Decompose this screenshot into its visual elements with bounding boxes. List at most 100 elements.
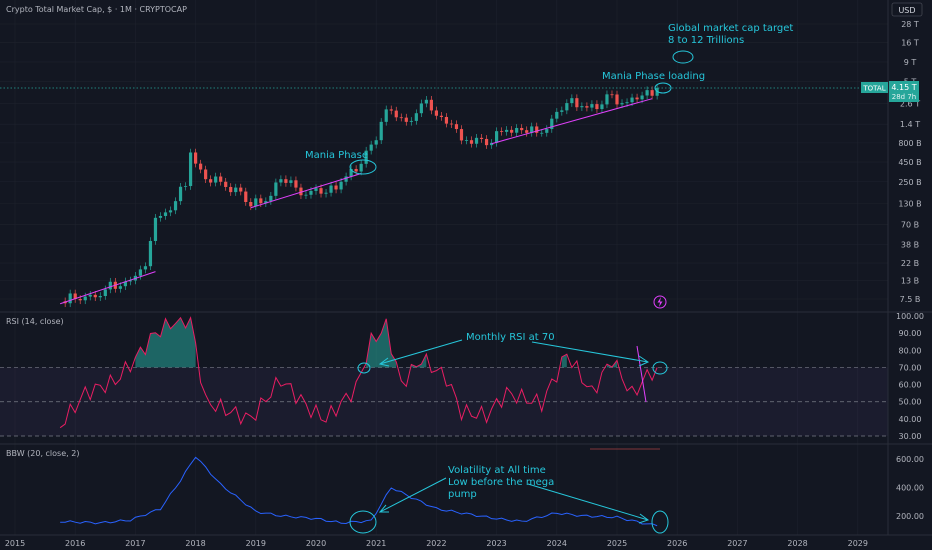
price-tick-label: 1.4 T [900,120,920,129]
candle-body [555,111,559,119]
time-tick-label: 2029 [848,539,868,548]
candle-body [635,97,639,100]
price-tick-label: 130 B [898,200,921,209]
arrow-bbw-left [379,477,447,513]
candle-body [194,152,198,164]
currency-button[interactable]: USD [891,2,923,17]
candle-body [299,187,303,196]
arrowhead-bbw-left [378,504,389,513]
candle-body [615,94,619,105]
candle-body [605,94,609,105]
time-tick-label: 2018 [185,539,205,548]
chart-title: Crypto Total Market Cap, $ · 1M · CRYPTO… [6,5,187,14]
candle-body [424,99,428,104]
candle-body [309,190,313,195]
candle-body [249,202,253,207]
candle-body [359,163,363,172]
candle-body [459,129,464,141]
rsi-pane-title: RSI (14, close) [6,317,64,326]
candle-body [143,266,148,270]
candle-body [595,104,599,110]
annotation-bbw-line3: pump [448,489,477,500]
annotation-circle-loading [654,82,672,94]
lightning-icon[interactable] [653,295,667,309]
candle-body [575,98,579,108]
price-value: 4.15 T [891,83,916,92]
candle-body [224,181,228,187]
rsi-tick-label: 90.00 [899,329,922,338]
rsi-axis[interactable]: 100.00 90.00 80.00 70.00 60.00 50.00 40.00 30.0… [896,312,924,441]
time-tick-label: 2027 [727,539,747,548]
candle-body [645,90,649,96]
candle-body [510,129,514,133]
candle-body [269,195,273,202]
candle-body [550,118,554,130]
candle-body [600,104,604,110]
candle-body [73,293,77,299]
price-tick-label: 2.6 T [900,99,920,108]
candle-body [505,129,509,132]
annotation-circle-bbw-2025 [651,510,669,534]
candle-body [234,187,238,193]
candle-body [289,180,293,183]
candle-body [625,102,629,104]
candle-body [545,129,549,133]
price-tick-label: 450 B [898,158,921,167]
candle-body [525,130,529,133]
candle-body [183,186,188,187]
annotation-circle-rsi-2020 [357,362,371,374]
bbw-tick-label: 400.00 [896,483,924,492]
annotation-circle-bbw-2020 [349,510,377,534]
candle-body [374,140,378,145]
candle-body [429,99,433,111]
bbw-series [60,448,660,527]
rsi-line [59,316,658,429]
currency-label: USD [898,6,915,15]
candle-body [469,140,474,144]
price-tick-label: 28 T [901,20,919,29]
rsi-overbought-fill [366,318,397,368]
candle-body [610,94,614,96]
trend-line [59,271,156,305]
time-axis[interactable]: 2015 2016 2017 2018 2019 2020 2021 2022 2023 2024… [5,539,868,548]
candle-body [168,210,173,213]
candle-body [188,152,193,187]
candle-series [63,84,659,308]
rsi-series [59,316,658,429]
candle-body [640,95,644,100]
candle-body [560,110,564,112]
time-tick-label: 2023 [486,539,506,548]
candle-body [148,240,153,267]
bbw-axis[interactable]: 600.00 400.00 200.00 [896,455,924,521]
candle-body [474,137,479,144]
annotation-target-line1: Global market cap target [668,23,793,34]
candle-body [540,132,544,134]
candle-body [409,120,413,122]
candle-body [304,194,308,196]
candle-body [118,286,122,289]
bbw-pane-title: BBW (20, close, 2) [6,449,79,458]
arrowhead-rsi-right [638,355,650,367]
candle-body [650,90,654,96]
candle-body [489,142,494,146]
candle-body [394,110,398,118]
rsi-overbought-fill [561,354,567,368]
candle-body [479,137,484,139]
annotation-target-line2: 8 to 12 Trillions [668,35,744,46]
candle-body [484,138,489,146]
candle-body [294,180,298,188]
candle-body [389,109,393,111]
price-tick-label: 38 B [901,241,919,250]
bbw-line [60,456,658,527]
candle-body [500,131,504,132]
candle-body [314,188,318,191]
candle-body [434,110,438,116]
time-tick-label: 2016 [65,539,85,548]
candle-body [108,281,112,290]
candle-body [88,294,92,297]
candle-body [535,126,539,133]
candle-body [620,103,624,105]
candle-body [259,198,263,204]
